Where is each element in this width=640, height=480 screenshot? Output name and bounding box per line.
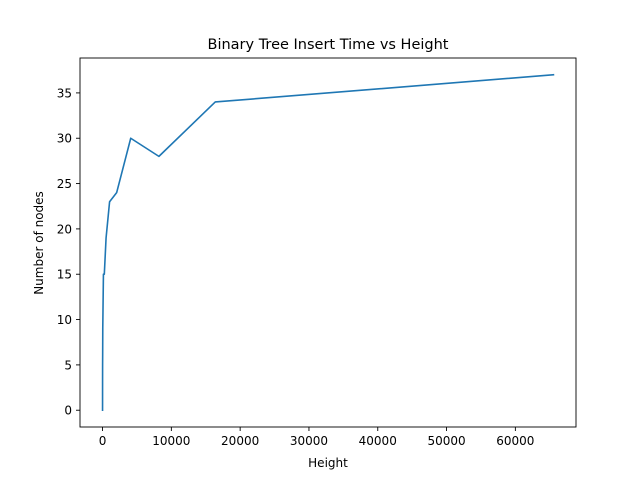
x-axis-ticks: 0 10000 20000 30000 40000 50000 60000 bbox=[99, 427, 534, 448]
x-tick-label: 10000 bbox=[152, 434, 190, 448]
y-tick-label: 10 bbox=[57, 313, 72, 327]
y-axis-label: Number of nodes bbox=[32, 191, 46, 295]
x-tick-label: 20000 bbox=[221, 434, 259, 448]
series-line bbox=[101, 73, 555, 412]
x-tick-label: 60000 bbox=[496, 434, 534, 448]
x-axis-label: Height bbox=[308, 456, 348, 470]
axes-frame bbox=[79, 57, 577, 428]
x-tick-label: 50000 bbox=[427, 434, 465, 448]
y-tick-label: 20 bbox=[57, 222, 72, 236]
y-tick-label: 30 bbox=[57, 132, 72, 146]
x-tick-label: 0 bbox=[99, 434, 107, 448]
y-tick-label: 0 bbox=[64, 404, 72, 418]
y-axis-ticks: 0 5 10 15 20 25 30 35 bbox=[57, 86, 80, 418]
y-tick-label: 5 bbox=[64, 358, 72, 372]
y-tick-label: 35 bbox=[57, 86, 72, 100]
chart-title: Binary Tree Insert Time vs Height bbox=[208, 37, 449, 53]
x-tick-label: 30000 bbox=[290, 434, 328, 448]
y-tick-label: 25 bbox=[57, 177, 72, 191]
y-tick-label: 15 bbox=[57, 268, 72, 282]
x-tick-label: 40000 bbox=[359, 434, 397, 448]
